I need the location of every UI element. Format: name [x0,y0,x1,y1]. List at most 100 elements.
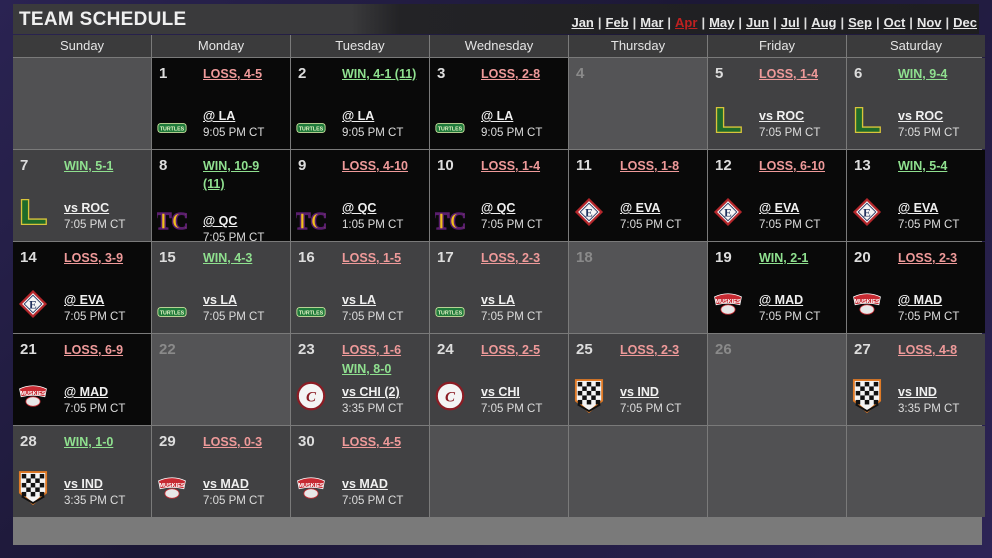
game-result-link[interactable]: WIN, 1-0 [64,435,114,449]
calendar-day-12[interactable]: 12 LOSS, 6-10 E @ EVA 7:05 PM CT [708,150,846,241]
game-result-link[interactable]: LOSS, 3-9 [64,251,124,265]
svg-text:MUSKIES: MUSKIES [20,391,45,397]
month-link-mar[interactable]: Mar [640,15,664,30]
calendar-day-10[interactable]: 10 LOSS, 1-4 TC @ QC 7:05 PM CT [430,150,568,241]
calendar-day-6[interactable]: 6 WIN, 9-4 vs ROC 7:05 PM CT [847,58,985,149]
opponent-link[interactable]: @ MAD [64,385,109,399]
calendar-day-8[interactable]: 8 WIN, 10-9 (11) TC @ QC 7:05 PM CT [152,150,290,241]
game-result-link[interactable]: WIN, 5-1 [64,159,114,173]
game-result-link[interactable]: LOSS, 2-3 [898,251,958,265]
game-time: 3:35 PM CT [342,403,404,415]
calendar-day-28[interactable]: 28 WIN, 1-0 vs IND 3:35 PM CT [13,426,151,517]
calendar-day-17[interactable]: 17 LOSS, 2-3 TURTLES vs LA 7:05 PM CT [430,242,568,333]
game-result-link[interactable]: LOSS, 6-10 [759,159,825,173]
opponent-link[interactable]: vs CHI [481,385,520,399]
calendar-day-20[interactable]: 20 LOSS, 2-3 MUSKIES @ MAD 7:05 PM CT [847,242,985,333]
game-result-link[interactable]: WIN, 8-0 [342,362,392,376]
month-link-oct[interactable]: Oct [883,15,906,30]
game-result-link[interactable]: WIN, 4-1 (11) [342,67,417,81]
game-result-link[interactable]: WIN, 4-3 [203,251,253,265]
calendar-day-11[interactable]: 11 LOSS, 1-8 E @ EVA 7:05 PM CT [569,150,707,241]
opponent-link[interactable]: @ EVA [64,293,105,307]
game-result-link[interactable]: LOSS, 1-4 [759,67,819,81]
month-link-feb[interactable]: Feb [605,15,629,30]
opponent-link[interactable]: vs ROC [759,109,805,123]
opponent-link[interactable]: @ LA [203,109,236,123]
eva-team-logo-icon: E [18,289,48,319]
calendar-day-9[interactable]: 9 LOSS, 4-10 TC @ QC 1:05 PM CT [291,150,429,241]
opponent-link[interactable]: vs IND [898,385,937,399]
game-result-link[interactable]: LOSS, 4-5 [342,435,402,449]
opponent-link[interactable]: @ EVA [898,201,939,215]
month-separator: | [667,15,672,30]
month-link-apr[interactable]: Apr [675,15,698,30]
game-result-link[interactable]: LOSS, 1-6 [342,343,402,357]
svg-text:TC: TC [296,209,326,235]
game-result-link[interactable]: LOSS, 0-3 [203,435,263,449]
month-link-nov[interactable]: Nov [916,15,942,30]
calendar-day-2[interactable]: 2 WIN, 4-1 (11) TURTLES @ LA 9:05 PM CT [291,58,429,149]
game-result-link[interactable]: LOSS, 2-3 [481,251,541,265]
game-result-link[interactable]: LOSS, 4-5 [203,67,263,81]
opponent-link[interactable]: @ QC [481,201,516,215]
opponent-link[interactable]: vs LA [481,293,516,307]
calendar-day-25[interactable]: 25 LOSS, 2-3 vs IND 7:05 PM CT [569,334,707,425]
calendar-day-5[interactable]: 5 LOSS, 1-4 vs ROC 7:05 PM CT [708,58,846,149]
game-result-link[interactable]: LOSS, 2-3 [620,343,680,357]
calendar-day-14[interactable]: 14 LOSS, 3-9 E @ EVA 7:05 PM CT [13,242,151,333]
opponent-link[interactable]: vs ROC [898,109,944,123]
game-result-link[interactable]: LOSS, 4-10 [342,159,408,173]
svg-text:TURTLES: TURTLES [438,311,463,317]
opponent-link[interactable]: vs MAD [203,477,249,491]
opponent-link[interactable]: @ MAD [898,293,943,307]
calendar-day-21[interactable]: 21 LOSS, 6-9 MUSKIES @ MAD 7:05 PM CT [13,334,151,425]
calendar-day-16[interactable]: 16 LOSS, 1-5 TURTLES vs LA 7:05 PM CT [291,242,429,333]
calendar-day-19[interactable]: 19 WIN, 2-1 MUSKIES @ MAD 7:05 PM CT [708,242,846,333]
game-result-link[interactable]: WIN, 9-4 [898,67,948,81]
opponent-link[interactable]: vs MAD [342,477,388,491]
day-number: 25 [576,341,593,358]
game-result-link[interactable]: LOSS, 1-5 [342,251,402,265]
game-result-link[interactable]: LOSS, 1-4 [481,159,541,173]
calendar-day-30[interactable]: 30 LOSS, 4-5 MUSKIES vs MAD 7:05 PM CT [291,426,429,517]
calendar-day-7[interactable]: 7 WIN, 5-1 vs ROC 7:05 PM CT [13,150,151,241]
opponent-link[interactable]: vs IND [620,385,659,399]
opponent-link[interactable]: vs ROC [64,201,110,215]
opponent-link[interactable]: vs LA [203,293,238,307]
calendar-day-3[interactable]: 3 LOSS, 2-8 TURTLES @ LA 9:05 PM CT [430,58,568,149]
game-result-link[interactable]: WIN, 2-1 [759,251,809,265]
game-result-link[interactable]: LOSS, 1-8 [620,159,680,173]
game-result-link[interactable]: LOSS, 2-5 [481,343,541,357]
opponent-link[interactable]: @ EVA [620,201,661,215]
opponent-link[interactable]: vs CHI (2) [342,385,400,399]
calendar-day-15[interactable]: 15 WIN, 4-3 TURTLES vs LA 7:05 PM CT [152,242,290,333]
opponent-link[interactable]: @ EVA [759,201,800,215]
month-link-dec[interactable]: Dec [953,15,977,30]
calendar-day-1[interactable]: 1 LOSS, 4-5 TURTLES @ LA 9:05 PM CT [152,58,290,149]
calendar-day-29[interactable]: 29 LOSS, 0-3 MUSKIES vs MAD 7:05 PM CT [152,426,290,517]
month-link-may[interactable]: May [709,15,735,30]
game-result-link[interactable]: LOSS, 6-9 [64,343,124,357]
month-link-jun[interactable]: Jun [746,15,770,30]
opponent-link[interactable]: @ LA [342,109,375,123]
opponent-link[interactable]: @ QC [203,214,238,228]
calendar-day-13[interactable]: 13 WIN, 5-4 E @ EVA 7:05 PM CT [847,150,985,241]
day-number: 27 [854,341,871,358]
game-result-link[interactable]: LOSS, 2-8 [481,67,541,81]
month-link-jan[interactable]: Jan [571,15,594,30]
opponent-link[interactable]: @ QC [342,201,377,215]
opponent-link[interactable]: vs IND [64,477,103,491]
calendar-day-27[interactable]: 27 LOSS, 4-8 vs IND 3:35 PM CT [847,334,985,425]
month-link-sep[interactable]: Sep [848,15,872,30]
game-result-link[interactable]: (11) [203,177,225,191]
month-link-jul[interactable]: Jul [780,15,800,30]
opponent-link[interactable]: @ MAD [759,293,804,307]
month-link-aug[interactable]: Aug [811,15,837,30]
game-result-link[interactable]: WIN, 5-4 [898,159,948,173]
game-result-link[interactable]: WIN, 10-9 [203,159,260,173]
opponent-link[interactable]: @ LA [481,109,514,123]
opponent-link[interactable]: vs LA [342,293,377,307]
game-result-link[interactable]: LOSS, 4-8 [898,343,958,357]
